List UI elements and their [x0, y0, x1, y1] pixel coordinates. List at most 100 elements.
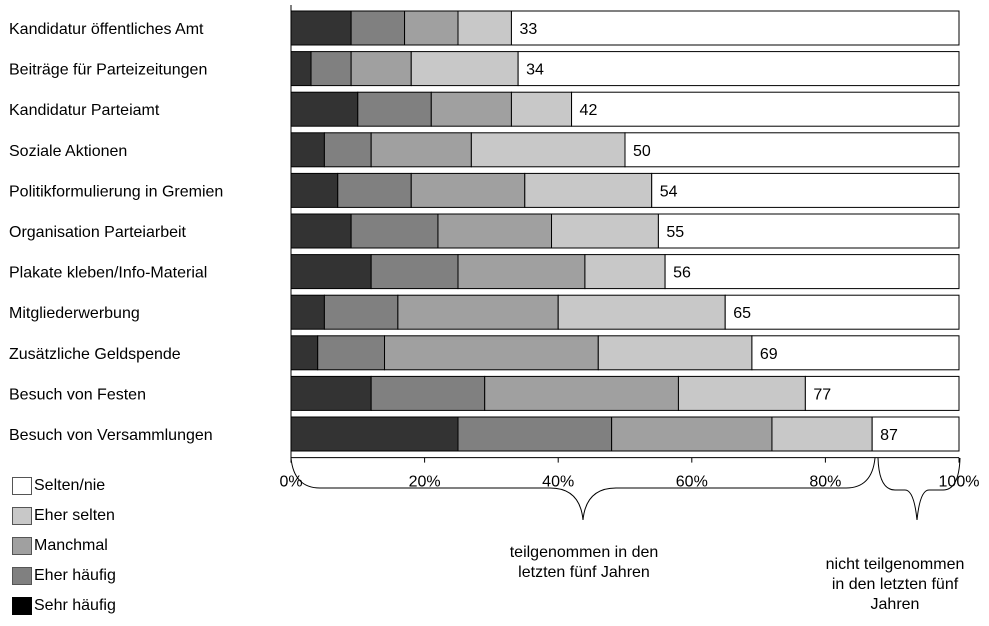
legend-label: Sehr häufig	[34, 597, 116, 614]
not-participated-note-line: nicht teilgenommen	[825, 556, 965, 573]
legend-swatch	[12, 567, 32, 585]
bar-segment	[290, 10, 352, 46]
bar-segment	[323, 294, 399, 330]
legend-label: Manchmal	[34, 537, 108, 554]
legend-swatch	[12, 477, 32, 495]
data-label: 33	[519, 21, 537, 38]
category-label: Soziale Aktionen	[9, 143, 127, 160]
bar-segment	[290, 132, 325, 168]
data-label: 55	[666, 224, 684, 241]
bar-segment	[597, 335, 753, 371]
x-tick-label: 100%	[939, 474, 980, 491]
bar-segment	[751, 335, 960, 371]
bar-segment	[290, 416, 459, 452]
value-labels: 33 34 42 50 54 55 56 65 69 77 87	[519, 21, 898, 444]
bar-segment	[871, 416, 960, 452]
bar-segment	[357, 91, 432, 127]
data-label: 42	[580, 102, 598, 119]
not-participated-note-line: in den letzten fünf	[831, 576, 959, 593]
bar-segment	[470, 132, 626, 168]
category-label: Kandidatur Parteiamt	[9, 102, 160, 119]
participated-brace	[290, 457, 876, 521]
category-label: Besuch von Versammlungen	[9, 427, 213, 444]
bars	[290, 10, 960, 452]
bar-segment	[290, 213, 352, 249]
bar-segment	[457, 10, 512, 46]
bar-segment	[524, 172, 653, 208]
legend: Selten/nie Eher selten Manchmal Eher häu…	[12, 471, 116, 621]
bar-segment	[290, 172, 339, 208]
legend-item-selten-nie: Selten/nie	[12, 471, 116, 501]
bar-segment	[397, 294, 559, 330]
legend-swatch	[12, 507, 32, 525]
bar-segment	[350, 213, 439, 249]
bar-segment	[323, 132, 372, 168]
category-label: Besuch von Festen	[9, 386, 146, 403]
x-tick-label: 60%	[676, 474, 708, 491]
bar-segment	[611, 416, 773, 452]
bar-segment	[437, 213, 553, 249]
bar-segment	[317, 335, 386, 371]
legend-label: Eher häufig	[34, 567, 116, 584]
bar-segment	[510, 10, 960, 46]
legend-swatch	[12, 597, 32, 615]
braces	[290, 457, 961, 521]
bar-segment	[370, 132, 472, 168]
bar-segment	[664, 254, 960, 290]
bar-segment	[677, 375, 806, 411]
bar-segment	[657, 213, 960, 249]
data-label: 50	[633, 143, 651, 160]
bar-segment	[350, 10, 406, 46]
category-label: Beiträge für Parteizeitungen	[9, 62, 207, 79]
bar-segment	[290, 294, 325, 330]
bar-segment	[551, 213, 659, 249]
legend-item-eher-haeufig: Eher häufig	[12, 561, 116, 591]
bar-segment	[410, 172, 526, 208]
legend-label: Selten/nie	[34, 477, 106, 494]
category-label: Organisation Parteiarbeit	[9, 224, 187, 241]
bar-segment	[384, 335, 599, 371]
bar-segment	[290, 51, 312, 87]
bar-segment	[624, 132, 960, 168]
x-tick-label: 40%	[542, 474, 574, 491]
bar-segment	[290, 91, 359, 127]
x-tick-label: 80%	[809, 474, 841, 491]
legend-item-eher-selten: Eher selten	[12, 501, 116, 531]
bar-segment	[724, 294, 960, 330]
not-participated-note: nicht teilgenommen in den letzten fünf J…	[805, 555, 985, 615]
legend-item-manchmal: Manchmal	[12, 531, 116, 561]
category-label: Plakate kleben/Info-Material	[9, 265, 207, 282]
bar-segment	[290, 335, 319, 371]
bar-segment	[651, 172, 960, 208]
legend-item-sehr-haeufig: Sehr häufig	[12, 591, 116, 621]
bar-segment	[557, 294, 726, 330]
data-label: 69	[760, 346, 778, 363]
bar-segment	[310, 51, 352, 87]
not-participated-note-line: Jahren	[870, 596, 920, 613]
bar-segment	[337, 172, 412, 208]
participated-note-line: teilgenommen in den	[509, 544, 659, 561]
category-label: Zusätzliche Geldspende	[9, 346, 181, 363]
data-label: 54	[660, 183, 678, 200]
bar-segment	[457, 254, 586, 290]
x-tick-label: 0%	[279, 474, 302, 491]
category-label: Mitgliederwerbung	[9, 305, 140, 322]
data-label: 77	[813, 386, 831, 403]
bar-segment	[404, 10, 459, 46]
category-labels: Kandidatur öffentliches Amt Beiträge für …	[9, 21, 223, 444]
bar-segment	[430, 91, 512, 127]
data-label: 65	[733, 305, 751, 322]
bar-segment	[457, 416, 613, 452]
bar-segment	[517, 51, 960, 87]
category-label: Kandidatur öffentliches Amt	[9, 21, 204, 38]
bar-segment	[350, 51, 412, 87]
bar-segment	[290, 375, 372, 411]
data-label: 87	[880, 427, 898, 444]
x-axis: 0% 20% 40% 60% 80% 100%	[279, 5, 979, 491]
not-participated-brace	[877, 457, 961, 521]
bar-segment	[584, 254, 666, 290]
bar-segment	[571, 91, 960, 127]
category-label: Politikformulierung in Gremien	[9, 183, 223, 200]
bar-segment	[804, 375, 960, 411]
